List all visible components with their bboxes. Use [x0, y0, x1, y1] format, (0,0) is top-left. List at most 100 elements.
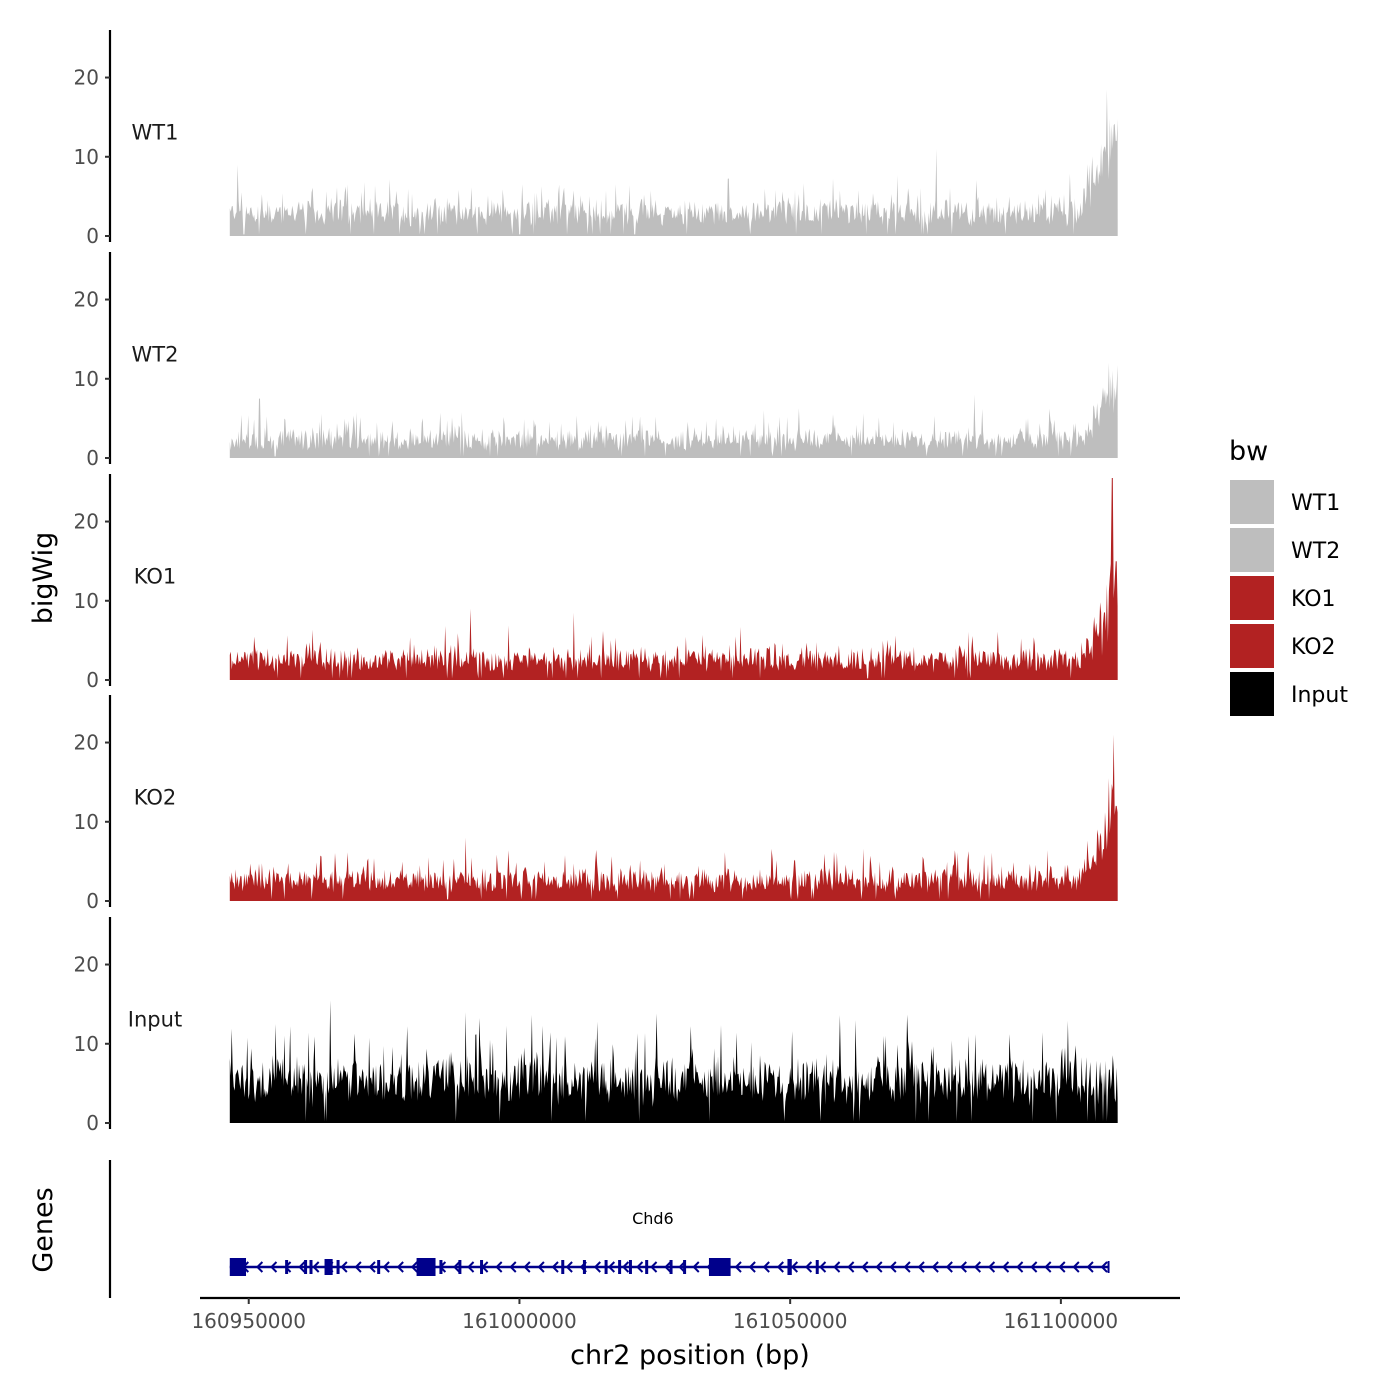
legend-label-ko2: KO2	[1291, 635, 1336, 660]
coverage-area	[229, 1000, 1118, 1123]
x-axis-title: chr2 position (bp)	[570, 1340, 810, 1371]
y-tick-label: 10	[74, 810, 99, 834]
gene-exon-small	[480, 1260, 484, 1274]
y-axis-title: bigWig	[28, 532, 59, 625]
gene-exon-large	[708, 1258, 731, 1276]
gene-exon-small	[683, 1260, 687, 1274]
strand-arrow	[903, 1261, 911, 1273]
strand-arrow	[945, 1261, 953, 1273]
legend-label-wt1: WT1	[1291, 491, 1340, 516]
gene-exon-large	[416, 1258, 436, 1276]
y-tick-label: 10	[74, 1032, 99, 1056]
strand-arrow	[819, 1261, 827, 1273]
legend-label-wt2: WT2	[1291, 539, 1340, 564]
y-tick-label: 0	[86, 668, 99, 692]
x-tick-label: 161000000	[462, 1309, 577, 1333]
x-tick-label: 160950000	[191, 1309, 306, 1333]
strand-arrow	[678, 1261, 686, 1273]
strand-arrow	[312, 1261, 320, 1273]
strand-arrow	[833, 1261, 841, 1273]
strand-arrow	[467, 1261, 475, 1273]
y-tick-label: 20	[74, 66, 99, 90]
strand-arrow	[1002, 1261, 1010, 1273]
gene-exon-small	[604, 1260, 608, 1274]
legend: bw WT1 WT2 KO1 KO2 Input	[1229, 436, 1348, 716]
strand-arrow	[410, 1261, 418, 1273]
track-panel-input: 0 10 20 Input	[74, 917, 1118, 1135]
y-tick-label: 20	[74, 510, 99, 534]
y-tick-label: 0	[86, 446, 99, 470]
strand-arrow	[917, 1261, 925, 1273]
strand-arrow	[495, 1261, 503, 1273]
y-tick-label: 20	[74, 288, 99, 312]
strand-arrow	[453, 1261, 461, 1273]
gene-exon-small	[645, 1260, 649, 1274]
x-tick-label: 161050000	[733, 1309, 848, 1333]
strand-arrow	[987, 1261, 996, 1273]
track-panel-ko2: 0 10 20 KO2	[74, 695, 1118, 913]
strand-arrow	[1030, 1261, 1038, 1273]
coverage-area	[229, 362, 1118, 458]
strand-arrow	[551, 1261, 559, 1273]
strand-arrow	[382, 1261, 390, 1273]
strand-arrow	[748, 1261, 756, 1273]
strand-arrow	[298, 1261, 306, 1273]
y-tick-label: 20	[74, 731, 99, 755]
gene-exon-small	[458, 1260, 462, 1274]
gene-exon-small	[561, 1260, 565, 1274]
strand-arrow	[255, 1261, 264, 1273]
track-label: WT2	[132, 342, 179, 366]
strand-arrow	[1072, 1261, 1080, 1273]
track-label: KO1	[134, 564, 177, 588]
x-tick-label: 161100000	[1004, 1309, 1119, 1333]
strand-arrow	[509, 1261, 517, 1273]
y-tick-label: 0	[86, 224, 99, 248]
strand-arrow	[537, 1261, 545, 1273]
strand-arrow	[931, 1261, 939, 1273]
gene-exon-small	[336, 1260, 340, 1274]
legend-swatch-input	[1230, 672, 1274, 716]
track-label: WT1	[132, 120, 179, 144]
legend-label-input: Input	[1291, 683, 1348, 708]
legend-swatch-wt2	[1230, 528, 1274, 572]
gene-exon-small	[377, 1260, 381, 1274]
strand-arrow	[340, 1261, 348, 1273]
gene-exon-medium	[324, 1259, 333, 1275]
y-tick-label: 10	[74, 145, 99, 169]
strand-arrow	[636, 1261, 644, 1273]
strand-arrow	[270, 1261, 278, 1273]
strand-arrow	[804, 1261, 813, 1273]
strand-arrow	[607, 1261, 616, 1273]
coverage-tracks: 0 10 20 WT1 0 10 20 WT2 0 10 20 KO1 0 10 20 KO2 0 10 20 Inp…	[74, 30, 1118, 1135]
strand-arrow	[973, 1261, 982, 1273]
strand-arrow	[1044, 1261, 1052, 1273]
gene-exon-small	[304, 1260, 308, 1274]
legend-title: bw	[1229, 436, 1268, 467]
track-panel-wt1: 0 10 20 WT1	[74, 30, 1118, 248]
coverage-area	[229, 478, 1118, 680]
track-label: KO2	[134, 785, 177, 809]
strand-arrow	[776, 1261, 784, 1273]
strand-arrow	[734, 1261, 742, 1273]
strand-arrow	[1100, 1261, 1108, 1273]
track-panel-ko1: 0 10 20 KO1	[74, 474, 1118, 692]
gene-exon-medium	[787, 1259, 792, 1275]
strand-arrow	[621, 1261, 630, 1273]
strand-arrow	[889, 1261, 897, 1273]
gene-name-label: Chd6	[632, 1209, 674, 1228]
strand-arrow	[354, 1261, 362, 1273]
gene-exon-small	[582, 1260, 586, 1274]
strand-arrow	[1058, 1261, 1066, 1273]
gene-exon-large	[229, 1258, 247, 1276]
gene-exon-small	[669, 1260, 673, 1274]
legend-swatch-wt1	[1230, 480, 1274, 524]
gene-exon-small	[618, 1260, 622, 1274]
strand-arrow	[650, 1261, 658, 1273]
strand-arrow	[1016, 1261, 1024, 1273]
genes-axis-title: Genes	[28, 1187, 59, 1272]
strand-arrow	[396, 1261, 404, 1273]
gene-exon-small	[628, 1260, 632, 1274]
strand-arrow	[565, 1261, 573, 1273]
y-tick-label: 0	[86, 1111, 99, 1135]
strand-arrow	[959, 1261, 967, 1273]
